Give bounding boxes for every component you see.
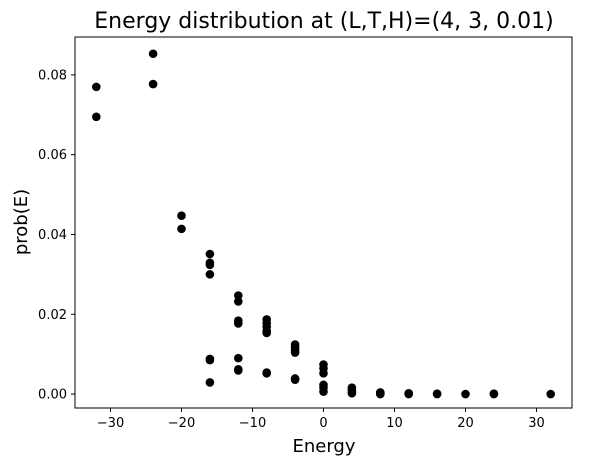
x-axis: −30 −20 −10 0 10 20 30 (97, 408, 545, 431)
x-tick-label: −20 (168, 416, 195, 431)
data-point (489, 389, 499, 399)
data-point (205, 378, 215, 387)
y-tick-label: 0.04 (38, 228, 67, 243)
data-point (262, 368, 272, 378)
y-axis: 0.00 0.02 0.04 0.06 0.08 (38, 68, 75, 403)
data-point (461, 389, 470, 399)
data-point (546, 389, 555, 399)
data-point (404, 389, 414, 399)
data-point (205, 270, 215, 279)
y-tick-label: 0.06 (38, 148, 67, 163)
data-point (262, 328, 272, 338)
y-tick-label: 0.08 (38, 68, 67, 83)
x-tick-label: −10 (239, 416, 266, 431)
x-tick-label: 30 (528, 416, 545, 431)
data-point (234, 297, 243, 306)
x-tick-label: −30 (97, 416, 124, 431)
x-tick-label: 10 (386, 416, 403, 431)
data-point (290, 375, 300, 384)
y-tick-label: 0.00 (38, 388, 67, 403)
plot-area (92, 49, 555, 399)
data-point (92, 82, 101, 92)
x-axis-label: Energy (292, 436, 355, 457)
plot-frame (74, 36, 573, 409)
data-point (234, 319, 243, 328)
data-point (148, 79, 158, 89)
data-point (347, 388, 357, 398)
data-point (319, 387, 328, 396)
data-point (92, 112, 101, 122)
data-point (177, 211, 186, 221)
data-point (234, 291, 243, 300)
chart-title: Energy distribution at (L,T,H)=(4, 3, 0.… (94, 9, 553, 34)
data-point (205, 260, 215, 270)
data-point (148, 49, 158, 59)
data-point (205, 249, 215, 259)
x-tick-label: 20 (457, 416, 474, 431)
data-point (376, 389, 385, 399)
data-point (234, 353, 243, 363)
data-point (319, 368, 328, 378)
data-point (290, 348, 300, 357)
x-tick-label: 0 (319, 416, 327, 431)
data-point (205, 355, 215, 365)
y-axis-label: prob(E) (11, 189, 32, 255)
data-point (234, 366, 243, 375)
data-point (177, 224, 186, 234)
data-point (432, 389, 442, 399)
y-tick-label: 0.02 (38, 308, 67, 323)
